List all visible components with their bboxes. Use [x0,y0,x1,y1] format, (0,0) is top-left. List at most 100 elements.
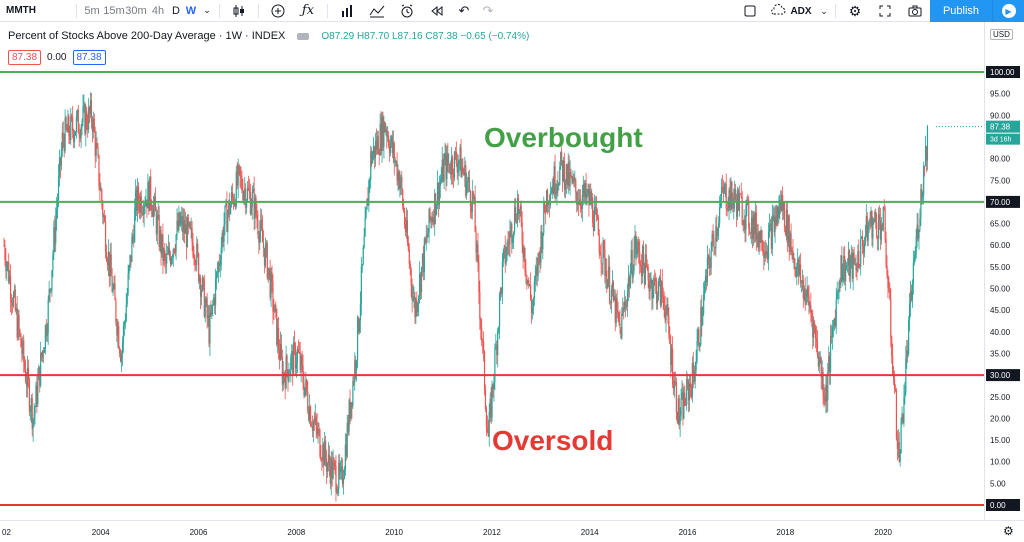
currency-label[interactable]: USD [990,29,1013,40]
x-tick-label: 2020 [874,528,892,537]
candle-body [744,219,746,230]
indicators-fx-icon[interactable]: ƒx [301,3,315,18]
candle-body [458,160,460,165]
candle-body [232,197,235,205]
candle-body [308,410,310,421]
interval-15m[interactable]: 15m [103,4,125,17]
candle-body [690,387,693,397]
candle-body [443,160,445,182]
candle-body [306,379,308,393]
candle [640,254,643,285]
candle-body [160,230,162,254]
symbol-description[interactable]: Percent of Stocks Above 200-Day Average … [8,30,286,42]
value-text: 0.00 [47,52,67,63]
settings-gear-icon[interactable]: ⚙ [848,2,862,19]
candle [268,267,270,280]
candle [216,261,219,278]
axis-settings-gear-icon[interactable]: ⚙ [1003,524,1014,538]
interval-30m[interactable]: 30m [125,4,147,17]
overbought-annotation[interactable]: Overbought [484,122,643,153]
candle [105,244,108,263]
candle [794,257,796,277]
candle [766,245,769,264]
candle [574,170,576,188]
candle-body [347,422,349,432]
candle [278,339,281,370]
hide-series-eye-icon[interactable] [297,32,310,40]
candle-body [90,100,93,122]
candles-chart-type-icon[interactable] [224,0,254,22]
interval-dropdown-chevron-icon[interactable]: ⌄ [203,5,211,15]
candle-body [860,238,862,267]
candle [81,118,83,136]
y-tick-label: 10.00 [990,458,1011,467]
interval-d[interactable]: D [172,4,180,17]
bar-replay-icon[interactable] [422,0,452,22]
redo-icon[interactable]: ↷ [482,2,494,18]
candle [170,255,172,266]
publish-button[interactable]: Publish [930,0,992,22]
add-compare-icon[interactable] [263,0,293,22]
candle [631,238,633,285]
candle-body [298,352,300,353]
candle [588,184,590,217]
interval-4h[interactable]: 4h [151,4,165,17]
publish-dropdown-button[interactable]: ▶ [992,0,1024,22]
candle [813,316,815,347]
symbol-search-button[interactable]: MMTH [6,5,36,16]
candle-body [500,288,503,294]
alert-clock-icon[interactable] [392,0,422,22]
candle [454,147,456,161]
candle-body [86,111,88,127]
candle [89,92,92,119]
candle-body [391,136,393,153]
templates-chart-icon[interactable] [362,0,392,22]
candle-body [881,224,883,231]
candle-body [92,118,94,132]
candle-body [897,442,899,449]
candle-body [207,314,209,319]
candle-body [73,135,76,142]
candle [262,215,264,243]
candle [383,115,385,159]
candle [630,240,632,275]
candle [569,160,571,196]
camera-snapshot-icon[interactable] [900,0,930,22]
candle [919,208,921,233]
layout-square-icon[interactable] [735,0,765,22]
candle [465,160,467,199]
candle [520,200,522,228]
fullscreen-icon[interactable] [870,0,900,22]
financials-bar-icon[interactable] [332,0,362,22]
candle [396,152,398,186]
cloud-layout-button[interactable]: ADX [765,0,817,22]
candle-body [742,224,744,226]
oversold-annotation[interactable]: Oversold [492,425,613,456]
candle [249,183,251,216]
candle-body [547,203,550,205]
interval-5m[interactable]: 5m [84,4,100,17]
candle-body [448,163,450,165]
candle-body [859,266,861,267]
undo-icon[interactable]: ↶ [458,2,470,18]
candle-body [28,380,30,412]
candle-body [802,279,804,299]
layout-chevron-down-icon[interactable]: ⌄ [820,5,828,16]
candle-body [898,442,900,462]
candle-body [454,151,456,153]
candle-body [441,159,443,178]
candle-body [114,283,116,300]
level-price-badge [986,499,1020,511]
candle [219,255,221,278]
candle-body [776,206,778,225]
candle-body [115,299,117,323]
candle-body [856,270,858,271]
candle [868,218,870,233]
candle-body [614,295,616,323]
candle [8,253,10,285]
candle-body [310,425,313,427]
candle-body [821,371,823,378]
candle [747,193,749,206]
interval-w[interactable]: W [185,4,197,17]
